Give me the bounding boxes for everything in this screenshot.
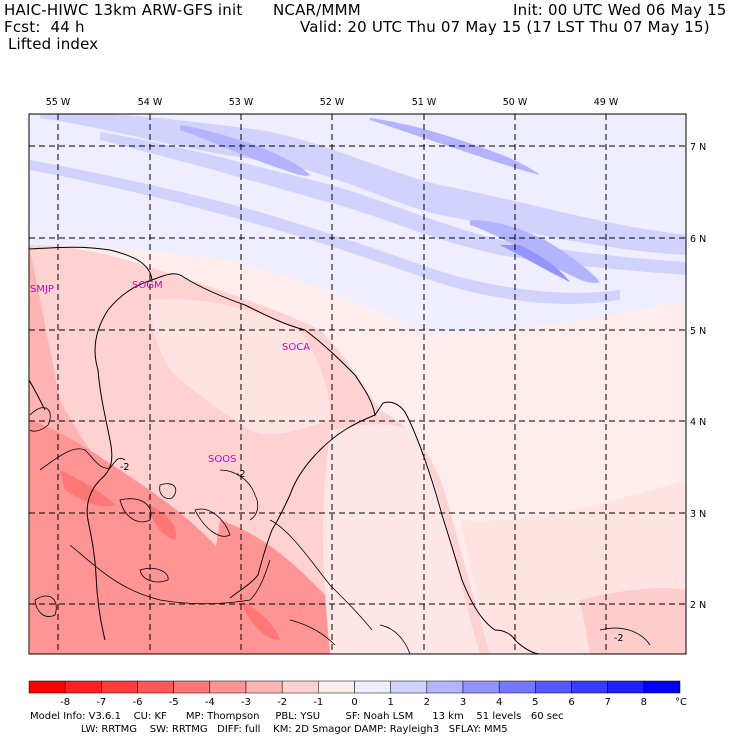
colorbar-swatch (426, 680, 464, 694)
contour-minus2 (194, 508, 231, 537)
field-red-core (240, 600, 280, 640)
colorbar-tick-label: 6 (568, 697, 574, 708)
contour-value-label: -2 (120, 462, 129, 473)
colorbar-swatch (607, 680, 645, 694)
colorbar-swatch (137, 680, 174, 694)
contour-minus2 (39, 448, 126, 471)
colorbar-tick-label: -4 (205, 697, 215, 708)
colorbar-tick-label: 0 (351, 697, 357, 708)
colorbar-swatch (318, 680, 355, 694)
lon-label: 50 W (503, 97, 528, 108)
colorbar-tick-label: 7 (604, 697, 610, 708)
colorbar-tick-label: 5 (532, 697, 538, 708)
border-west (86, 279, 153, 641)
contour-minus2 (34, 595, 57, 617)
colorbar-swatch (462, 680, 500, 694)
map-field (29, 114, 686, 654)
colorbar-ticks: -8 -7 -6 -5 -4 -3 -2 -1 0 1 2 3 4 5 6 7 8 (60, 697, 647, 708)
header-init: Init: 00 UTC Wed 06 May 15 (513, 1, 727, 19)
footer-model-info-line2: LW: RRTMG SW: RRTMG DIFF: full KM: 2D Sm… (30, 724, 508, 735)
colorbar-swatch (173, 680, 211, 694)
colorbar-tick-label: 4 (496, 697, 502, 708)
colorbar-swatch (535, 680, 572, 694)
field-light-interior (322, 424, 480, 654)
lon-label: 55 W (46, 97, 71, 108)
lon-labels: 55 W 54 W 53 W 52 W 51 W 50 W 49 W (46, 97, 619, 108)
contour-minus2 (69, 544, 271, 605)
colorbar-tick-label: -2 (277, 697, 287, 708)
border-east (229, 414, 376, 599)
coastlines (29, 246, 541, 654)
colorbar-swatch (643, 680, 681, 694)
lat-label: 7 N (690, 142, 706, 153)
field-blue-core (500, 245, 570, 282)
lat-label: 5 N (690, 326, 706, 337)
graticule (29, 114, 686, 654)
lat-label: 3 N (690, 509, 706, 520)
colorbar-tick-label: -6 (133, 697, 143, 708)
field-blue-stripe (30, 160, 620, 304)
lon-label: 49 W (594, 97, 619, 108)
lat-labels: 7 N 6 N 5 N 4 N 3 N 2 N (690, 142, 706, 611)
header-valid: Valid: 20 UTC Thu 07 May 15 (17 LST Thu … (300, 18, 710, 36)
colorbar-swatch (101, 680, 138, 694)
colorbar-swatch (354, 680, 391, 694)
contour-value-label: -2 (614, 633, 623, 644)
colorbar-swatch (209, 680, 247, 694)
contour-minus2 (379, 624, 411, 654)
field-light-interior (150, 299, 330, 435)
contour-minus2 (289, 619, 336, 646)
field-blue-stripe (40, 114, 686, 255)
station-label-soca: SOCA (282, 342, 310, 353)
coastline-main (29, 246, 541, 654)
footer-model-info-line1: Model Info: V3.6.1 CU: KF MP: Thompson P… (30, 711, 564, 722)
colorbar (28, 680, 681, 694)
field-red-core (150, 505, 177, 540)
colorbar-swatch (245, 680, 283, 694)
colorbar-tick-label: 8 (641, 697, 647, 708)
lat-label: 6 N (690, 234, 706, 245)
contour-value-label: -2 (236, 469, 245, 480)
station-label-smjp: SMJP (30, 284, 54, 295)
colorbar-swatch (498, 680, 536, 694)
field-blue-core (470, 220, 600, 283)
colorbar-tick-label: -8 (60, 697, 70, 708)
colorbar-tick-label: -7 (96, 697, 106, 708)
header-fcst: Fcst: 44 h (4, 18, 85, 36)
header-title: HAIC-HIWC 13km ARW-GFS init (4, 1, 243, 19)
colorbar-swatch (28, 680, 66, 694)
lon-label: 51 W (412, 97, 437, 108)
colorbar-tick-label: -1 (313, 697, 323, 708)
contour-minus2 (599, 627, 651, 646)
station-label-sogm: SOGM (132, 280, 163, 291)
colorbar-swatch (571, 680, 608, 694)
colorbar-tick-label: -5 (169, 697, 179, 708)
contour-minus2 (269, 519, 373, 631)
header-field: Lifted index (8, 35, 99, 53)
field-pink-sea (580, 588, 686, 654)
colorbar-swatch (390, 680, 428, 694)
contour-minus2 (219, 469, 259, 521)
field-blue-core (180, 125, 310, 176)
contour-minus2 (139, 567, 169, 583)
field-red-core (60, 470, 115, 507)
colorbar-tick-label: 1 (387, 697, 393, 708)
station-label-soos: SOOS (208, 454, 236, 465)
lat-label: 2 N (690, 600, 706, 611)
lon-label: 54 W (138, 97, 163, 108)
colorbar-swatch (281, 680, 319, 694)
header-org: NCAR/MMM (273, 1, 361, 19)
colorbar-unit: °C (675, 697, 687, 708)
contour-minus2 (159, 483, 177, 499)
lon-label: 53 W (229, 97, 254, 108)
map-frame (28, 113, 687, 655)
colorbar-swatch (64, 680, 102, 694)
lon-label: 52 W (320, 97, 345, 108)
colorbar-tick-label: 3 (460, 697, 466, 708)
colorbar-tick-label: -3 (241, 697, 251, 708)
colorbar-tick-label: 2 (424, 697, 430, 708)
field-blue-stripe (100, 132, 686, 275)
lat-label: 4 N (690, 417, 706, 428)
